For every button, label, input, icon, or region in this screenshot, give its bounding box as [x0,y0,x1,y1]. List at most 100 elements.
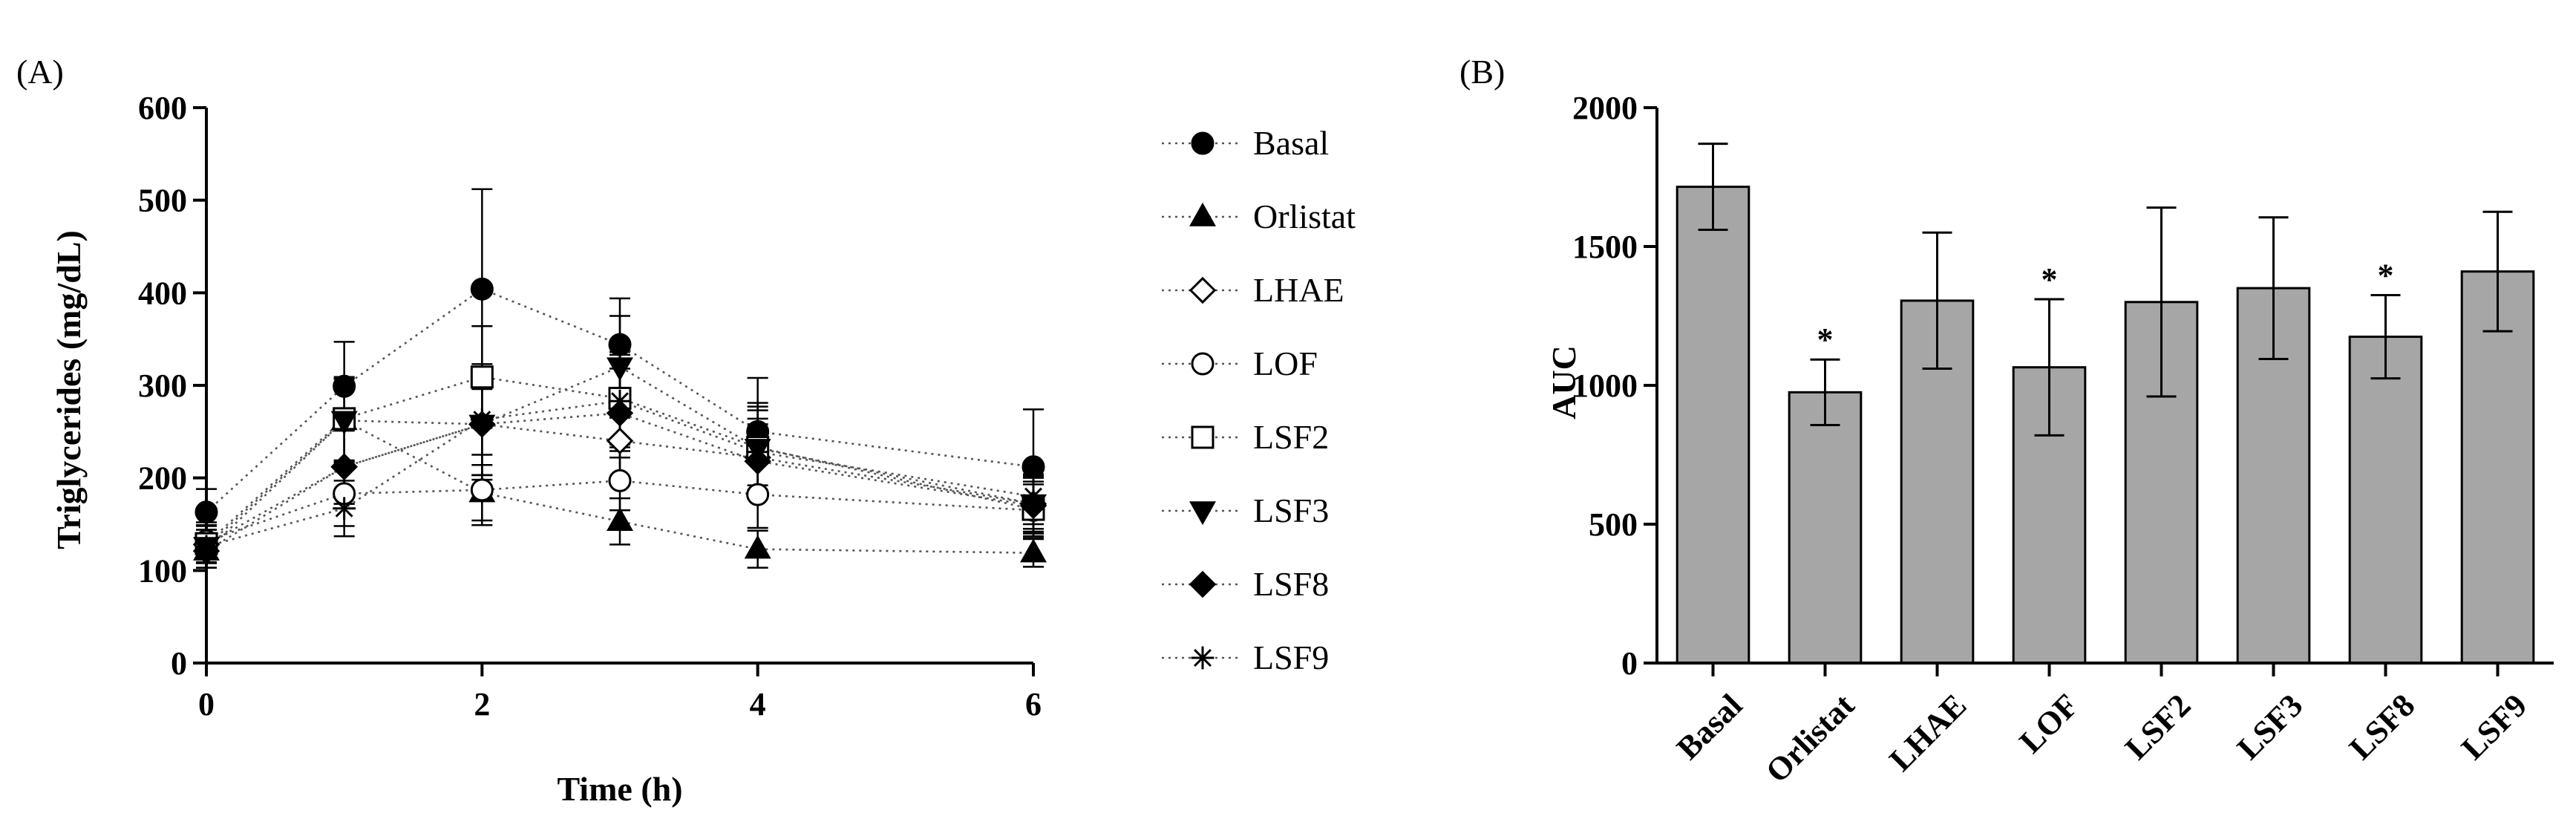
point-lsf9 [746,440,770,464]
legend-item-lsf8: LSF8 [1162,565,1329,603]
point-lof [608,469,632,492]
point-lsf9 [470,408,494,431]
panel-a-y-tick-label: 300 [138,368,187,404]
legend-label-lsf9: LSF9 [1253,639,1329,676]
category-label-lsf3: LSF3 [2230,687,2309,766]
panel-a-y-axis-title: Triglycerides (mg/dL) [50,230,88,549]
point-lsf2-shape [470,365,494,389]
point-orlistat [1020,538,1047,563]
panel-a-x-axis-title: Time (h) [557,770,682,808]
point-basal [194,500,218,524]
point-lsf9 [1021,485,1045,508]
category-label-lhae: LHAE [1883,687,1974,778]
legend-label-basal: Basal [1253,124,1329,162]
panel-b-y-tick-label: 2000 [1572,90,1638,126]
point-orlistat [607,507,633,531]
point-lof-shape [746,483,770,506]
point-basal-shape [470,277,494,301]
series-line-orlistat [206,419,1034,554]
point-basal-shape [194,500,218,524]
legend-marker-orlistat-shape [1189,202,1216,226]
point-lsf9 [608,389,632,413]
panel-b-y-tick-label: 500 [1589,506,1638,543]
legend-item-lof: LOF [1162,345,1318,382]
legend-marker-lhae-shape [1189,276,1217,304]
significance-star-orlistat: * [1817,321,1834,358]
panel-b-y-axis-title: AUC [1545,345,1583,420]
legend-marker-lof-shape [1191,352,1215,376]
panel-a-legend: Basal Orlistat LHAE LOF LSF2 LSF3 LSF8 LSF9 [1162,124,1356,676]
legend-marker-lhae [1189,276,1217,304]
legend-marker-lof [1191,352,1215,376]
series-line-lsf2 [206,376,1034,545]
panel-a-label: (A) [16,53,64,91]
point-lsf2 [470,365,494,389]
legend-label-lsf3: LSF3 [1253,492,1329,529]
legend-item-lhae: LHAE [1162,271,1344,309]
panel-a-x-tick-label: 6 [1025,686,1042,722]
panel-a-axes: 0 100 200 300 400 500 600 0 2 4 6 [138,90,1042,722]
point-lsf9-stroke [1024,487,1042,506]
legend-item-orlistat: Orlistat [1162,197,1356,235]
category-label-orlistat: Orlistat [1759,687,1862,790]
point-lsf9-stroke [197,537,215,555]
panel-a-y-tick-label: 400 [138,275,187,311]
category-label-lsf8: LSF8 [2342,687,2422,766]
category-label-lsf9: LSF9 [2454,687,2534,766]
point-lhae-shape [606,427,634,455]
legend-label-orlistat: Orlistat [1253,197,1356,235]
significance-star-lsf8: * [2378,257,2394,293]
legend-marker-lsf9-stroke [1194,649,1212,667]
series-line-lsf3 [206,365,1034,547]
category-label-basal: Basal [1670,687,1749,766]
point-lsf9-stroke [335,499,353,518]
panel-a-x-tick-label: 0 [198,686,215,722]
legend-label-lsf2: LSF2 [1253,418,1329,456]
point-lsf3-shape [330,411,358,435]
series-line-basal [206,287,1034,513]
point-lsf9-stroke [748,443,767,461]
panel-a-y-tick-label: 200 [138,460,187,497]
point-basal [333,374,356,398]
significance-star-lof: * [2041,261,2058,298]
bar-basal [1676,186,1750,665]
legend-marker-lsf3-shape [1189,501,1216,526]
point-orlistat-shape [1020,538,1047,563]
point-lsf9 [194,535,218,558]
panel-a-y-tick-label: 0 [171,645,187,682]
panel-a-x-tick-label: 2 [474,686,490,722]
legend-marker-lsf8 [1189,570,1217,598]
legend-marker-lsf2-shape [1191,425,1215,449]
legend-marker-basal [1191,131,1215,155]
panel-a-y-tick-label: 600 [138,90,187,126]
legend-marker-basal-shape [1191,131,1215,155]
point-lof [470,478,494,502]
point-lsf3-shape [607,357,633,382]
category-label-lsf2: LSF2 [2118,687,2197,766]
panel-a-series-lines [206,287,1034,554]
legend-marker-lsf2 [1191,425,1215,449]
point-orlistat-shape [607,507,633,531]
point-orlistat [744,535,771,559]
point-lof-shape [608,469,632,492]
point-basal-shape [333,374,356,398]
legend-item-lsf2: LSF2 [1162,418,1329,456]
panel-b-error-bars [1698,143,2513,437]
panel-b-y-tick-label: 0 [1621,645,1638,682]
panel-a-x-tick-label: 4 [750,686,766,722]
series-line-lsf8 [206,412,1034,552]
point-lsf3 [607,357,633,382]
legend-marker-lsf3 [1189,501,1216,526]
panel-b-bar-chart: (B) * * * Basal Orlistat LHAE LOF LSF2 LSF3 LSF8… [1459,53,2554,790]
legend-marker-lsf9 [1191,646,1215,670]
legend-label-lof: LOF [1253,345,1318,382]
legend-label-lhae: LHAE [1253,271,1344,309]
bar-orlistat [1788,391,1863,665]
legend-item-lsf9: LSF9 [1162,639,1329,676]
legend-marker-lsf8-shape [1189,570,1217,598]
panel-b-y-tick-label: 1000 [1572,368,1638,404]
point-orlistat-shape [744,535,771,559]
panel-a-y-tick-label: 100 [138,552,187,589]
panel-b-label: (B) [1459,53,1505,91]
